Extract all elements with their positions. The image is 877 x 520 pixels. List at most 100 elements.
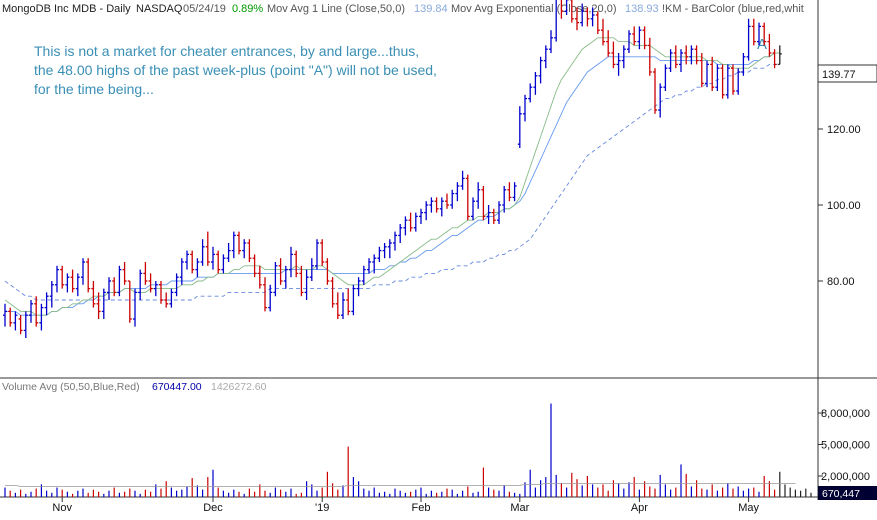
ohlc-bar [684, 45, 689, 65]
volume-value-1: 670447.00 [152, 381, 202, 393]
ohlc-bar [585, 7, 590, 27]
ohlc-bar [133, 288, 137, 327]
volume-tag: 670,447 [822, 488, 860, 500]
ohlc-bar [361, 265, 366, 285]
ohlc-bar [86, 258, 91, 293]
ohlc-bar [647, 37, 652, 76]
ohlc-bar [772, 49, 777, 69]
volume-value-2: 1426272.60 [211, 381, 267, 393]
ohlc-bar [299, 265, 304, 297]
ohlc-bar [211, 246, 215, 270]
ohlc-bar [471, 197, 475, 221]
ohlc-bar [439, 197, 444, 217]
ohlc-bar [663, 64, 668, 91]
ohlc-bar [174, 273, 179, 297]
ohlc-bar [580, 3, 585, 27]
ohlc-bar [564, 0, 569, 15]
annotation-line-3: for the time being... [34, 81, 154, 97]
ohlc-bar [60, 265, 65, 289]
ohlc-bar [606, 30, 611, 57]
ohlc-bar [523, 94, 527, 122]
ohlc-bar [39, 303, 44, 331]
annotation-text: This is not a market for cheater entranc… [34, 43, 441, 97]
volume-tick-label: 8,000,000 [821, 408, 870, 420]
ohlc-bar [91, 281, 96, 308]
ohlc-bar [387, 239, 392, 259]
time-tick-label: May [738, 502, 759, 514]
change-pct: 0.89% [232, 3, 263, 15]
volume-tag-box [818, 486, 877, 500]
ohlc-bar [112, 277, 117, 297]
ohlc-bar [190, 250, 195, 274]
ohlc-bar [757, 22, 761, 46]
ohlc-bar [611, 41, 616, 69]
ohlc-bar [294, 250, 299, 278]
ohlc-bar [34, 296, 39, 327]
ohlc-bar [601, 18, 605, 46]
ohlc-bar [705, 60, 709, 88]
ohlc-bar [195, 258, 200, 278]
ohlc-bar [101, 288, 106, 319]
ohlc-bar [403, 216, 408, 236]
svg-text:MongoDB Inc MDB - Daily: MongoDB Inc MDB - Daily NASDAQ 05/24/19 … [2, 3, 804, 15]
ma-50-line [5, 52, 780, 316]
ohlc-bar [127, 280, 132, 323]
ohlc-bar [590, 7, 595, 27]
ma-exp-label: Mov Avg Exponential (Close,20,0) [451, 3, 617, 15]
ohlc-bar [304, 269, 309, 300]
ohlc-bar [549, 30, 553, 53]
ohlc-bar [242, 239, 247, 259]
ohlc-bar [517, 106, 522, 148]
ohlc-bar [13, 311, 18, 331]
price-tick-label: 120.00 [827, 124, 861, 136]
ohlc-bar [252, 254, 257, 278]
ohlc-bar [746, 18, 751, 61]
ohlc-bar [767, 34, 772, 57]
time-tick-label: Nov [52, 502, 72, 514]
svg-text:Volume Avg (50,50,Blue,Red): Volume Avg (50,50,Blue,Red) 670447.00 14… [2, 381, 267, 393]
ohlc-bar [725, 64, 730, 99]
ohlc-bar [731, 64, 735, 95]
ohlc-bar [122, 262, 127, 285]
ohlc-bar [382, 243, 387, 259]
ohlc-bar [658, 83, 663, 118]
ohlc-bar [476, 182, 481, 209]
ohlc-bar [226, 243, 231, 262]
ohlc-bar [673, 45, 678, 69]
ohlc-bar [455, 182, 460, 202]
ohlc-bar [309, 258, 314, 281]
ohlc-bar [762, 22, 767, 46]
price-tag: 139.77 [822, 69, 856, 81]
ohlc-bar [679, 49, 683, 72]
ohlc-bar [575, 7, 579, 31]
ohlc-bar [159, 281, 163, 304]
ohlc-bar [507, 182, 512, 202]
ohlc-bar [351, 284, 356, 316]
ohlc-bar [169, 288, 174, 308]
ohlc-bar [268, 284, 273, 312]
ohlc-bar [736, 68, 741, 95]
ohlc-bar [231, 231, 236, 259]
ohlc-bar [627, 30, 631, 53]
ohlc-bar [117, 265, 122, 297]
ma-exp-value: 138.93 [625, 3, 659, 15]
date-label: 05/24/19 [183, 3, 226, 15]
ohlc-bar [538, 56, 543, 84]
time-tick-label: Apr [631, 502, 648, 514]
ohlc-bar [216, 250, 221, 274]
ohlc-bar [356, 277, 361, 297]
ohlc-bar [23, 311, 28, 338]
ohlc-bar [413, 212, 418, 232]
ohlc-bar [273, 262, 278, 297]
ohlc-bar [247, 239, 252, 262]
ohlc-bar [699, 53, 704, 88]
ohlc-bar [689, 45, 694, 65]
ohlc-bar [257, 265, 262, 289]
ohlc-bar [263, 277, 267, 312]
ohlc-bar [75, 273, 80, 297]
ohlc-bar [200, 239, 205, 266]
ohlc-bar [616, 53, 621, 76]
ohlc-bar [512, 182, 517, 202]
ohlc-bar [710, 56, 715, 91]
